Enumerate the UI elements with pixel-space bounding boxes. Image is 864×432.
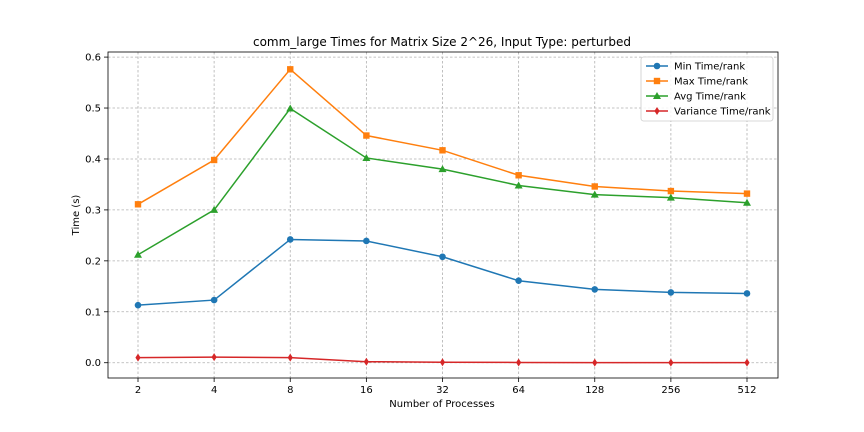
y-axis-label: Time (s) bbox=[71, 195, 82, 237]
data-point bbox=[590, 190, 599, 198]
legend: Min Time/rank Max Time/rank Avg Time/rank V… bbox=[640, 56, 774, 122]
legend-marker bbox=[653, 62, 661, 70]
x-tick-label: 64 bbox=[512, 385, 525, 396]
data-point bbox=[591, 183, 598, 190]
x-tick-label: 2 bbox=[135, 385, 141, 396]
data-point bbox=[286, 104, 295, 112]
data-point bbox=[439, 253, 446, 261]
legend-marker bbox=[653, 77, 661, 85]
x-tick-label: 16 bbox=[360, 385, 373, 396]
data-point bbox=[287, 353, 293, 362]
data-point bbox=[667, 289, 675, 296]
data-point bbox=[363, 237, 370, 245]
data-point bbox=[743, 190, 751, 197]
data-point bbox=[363, 357, 369, 366]
data-point bbox=[743, 290, 751, 297]
data-point bbox=[134, 201, 142, 208]
legend-label: Variance Time/rank bbox=[674, 107, 771, 118]
series-layer bbox=[134, 66, 751, 367]
x-tick-label: 4 bbox=[211, 385, 217, 396]
data-point bbox=[666, 193, 675, 201]
data-point bbox=[210, 156, 218, 164]
data-point bbox=[287, 66, 294, 73]
x-tick-label: 128 bbox=[585, 385, 604, 396]
data-point bbox=[439, 147, 446, 154]
chart-title: comm_large Times for Matrix Size 2^26, I… bbox=[253, 35, 631, 49]
y-tick-label: 0.0 bbox=[85, 358, 101, 369]
y-tick-label: 0.3 bbox=[85, 205, 101, 216]
data-point bbox=[515, 172, 522, 179]
data-point bbox=[210, 296, 218, 304]
x-tick-label: 32 bbox=[436, 385, 449, 396]
x-tick-label: 512 bbox=[737, 385, 756, 396]
legend-item: Variance Time/rank bbox=[646, 107, 771, 118]
data-point bbox=[744, 358, 750, 367]
y-tick-label: 0.1 bbox=[85, 307, 101, 318]
data-point bbox=[363, 132, 370, 139]
data-point bbox=[514, 181, 523, 189]
legend-label: Avg Time/rank bbox=[674, 92, 746, 103]
legend-label: Max Time/rank bbox=[674, 77, 748, 88]
y-tick-label: 0.5 bbox=[85, 104, 101, 115]
data-point bbox=[515, 277, 522, 285]
y-tick-label: 0.2 bbox=[85, 256, 101, 267]
x-tick-label: 256 bbox=[661, 385, 680, 396]
legend-label: Min Time/rank bbox=[674, 62, 745, 73]
plot-area-frame bbox=[107, 51, 779, 379]
data-point bbox=[439, 358, 446, 367]
legend-item: Avg Time/rank bbox=[646, 92, 746, 103]
data-point bbox=[516, 358, 522, 367]
x-axis-label: Number of Processes bbox=[389, 399, 494, 410]
data-point bbox=[743, 198, 751, 206]
series-avg-time-rank bbox=[134, 104, 751, 258]
data-point bbox=[438, 165, 447, 173]
series-variance-time-rank bbox=[135, 353, 750, 367]
data-point bbox=[667, 187, 675, 195]
series-max-time-rank bbox=[134, 66, 751, 208]
data-point bbox=[591, 286, 599, 293]
data-point bbox=[592, 358, 598, 367]
data-point bbox=[286, 236, 294, 243]
y-tick-label: 0.4 bbox=[85, 154, 101, 165]
x-tick-label: 8 bbox=[287, 385, 293, 396]
data-point bbox=[362, 153, 371, 161]
series-min-time-rank bbox=[134, 236, 751, 309]
data-point bbox=[135, 353, 141, 362]
legend-item: Max Time/rank bbox=[646, 77, 748, 88]
data-point bbox=[134, 301, 142, 309]
data-point bbox=[211, 353, 217, 362]
y-tick-label: 0.6 bbox=[85, 53, 101, 64]
legend-marker bbox=[653, 92, 661, 99]
data-point bbox=[134, 250, 142, 258]
legend-marker bbox=[654, 107, 660, 115]
legend-item: Min Time/rank bbox=[646, 62, 745, 73]
data-point bbox=[668, 358, 674, 367]
legend-box bbox=[640, 56, 774, 122]
data-point bbox=[210, 205, 219, 213]
axis-ticks: 2 4 8 16 32 64 128 256 512 0.0 0.1 0.2 0.3 0.4 0.5 0.6 bbox=[85, 53, 756, 396]
